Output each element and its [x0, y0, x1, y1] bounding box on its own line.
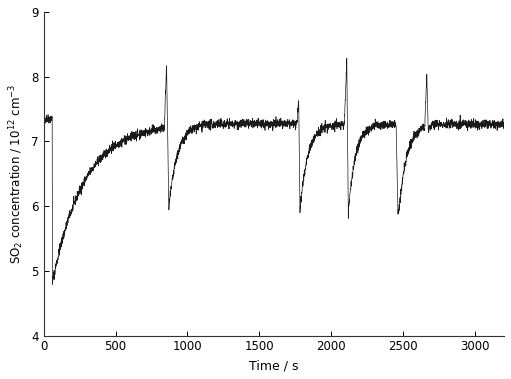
X-axis label: Time / s: Time / s	[249, 359, 298, 372]
Y-axis label: SO$_2$ concentration / 10$^{12}$ cm$^{-3}$: SO$_2$ concentration / 10$^{12}$ cm$^{-3…	[7, 84, 26, 264]
